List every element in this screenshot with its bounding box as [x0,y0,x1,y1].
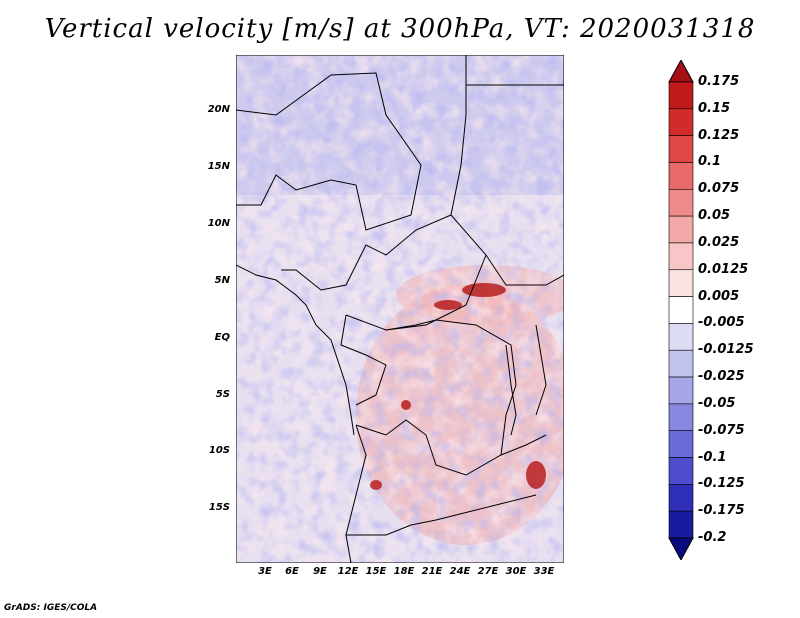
lon-label-3e: 3E [258,566,272,577]
lat-label-15n: 15N [207,161,230,172]
colorbar-segment [668,188,694,217]
colorbar-label: -0.175 [698,503,745,519]
colorbar-segment [668,162,694,190]
lon-label-6e: 6E [285,566,299,577]
colorbar-segment [668,349,694,378]
map-title: Vertical velocity [m/s] at 300hPa, VT: 2… [44,14,756,44]
lon-label-21e: 21E [421,566,443,577]
lat-label-15s: 15S [208,502,230,513]
colorbar-label: 0.125 [698,127,740,143]
vertical-velocity-map [236,55,564,563]
colorbar-segment [668,430,694,458]
lon-label-18e: 18E [393,566,415,577]
lon-label-24e: 24E [449,566,471,577]
lat-label-10n: 10N [207,218,230,229]
colorbar-label: -0.05 [698,395,736,411]
colorbar-label: -0.2 [698,530,727,545]
colorbar-label: -0.025 [698,369,745,385]
lat-label-5n: 5N [214,275,230,286]
colorbar-segment [668,108,694,136]
colorbar-segment [668,484,694,512]
colorbar [668,60,694,560]
lon-label-9e: 9E [313,566,327,577]
colorbar-label: -0.075 [698,422,745,438]
colorbar-label: -0.125 [698,476,745,492]
colorbar-label: -0.1 [698,449,727,465]
colorbar-label: 0.025 [698,234,740,250]
colorbar-segment [668,323,694,351]
colorbar-label: -0.0125 [698,342,754,358]
colorbar-segment [668,269,694,297]
colorbar-segment [668,60,694,83]
colorbar-segment [668,135,694,163]
colorbar-segment [668,510,694,539]
lon-label-27e: 27E [477,566,499,577]
colorbar-segment [668,537,694,560]
grads-credit: GrADS: IGES/COLA [4,603,98,613]
colorbar-label: 0.05 [698,208,731,224]
colorbar-segment [668,242,694,271]
lon-label-30e: 30E [505,566,527,577]
lat-label-5s: 5S [215,389,230,400]
colorbar-label: 0.005 [698,288,740,304]
colorbar-segment [668,296,694,324]
lat-label-eq: EQ [214,332,230,343]
colorbar-segment [668,457,694,485]
colorbar-label: 0.15 [698,100,731,116]
colorbar-label: 0.1 [698,154,722,170]
lon-label-15e: 15E [365,566,387,577]
lat-label-20n: 20N [207,104,230,115]
lon-label-12e: 12E [337,566,359,577]
colorbar-segment [668,403,694,432]
colorbar-label: -0.005 [698,315,745,331]
colorbar-segment [668,376,694,405]
colorbar-segment [668,81,694,110]
lat-label-10s: 10S [208,445,230,456]
country-borders [236,55,564,563]
colorbar-label: 0.175 [698,74,740,89]
colorbar-label: 0.075 [698,181,740,197]
colorbar-label: 0.0125 [698,261,749,277]
lon-label-33e: 33E [533,566,555,577]
colorbar-segment [668,215,694,244]
